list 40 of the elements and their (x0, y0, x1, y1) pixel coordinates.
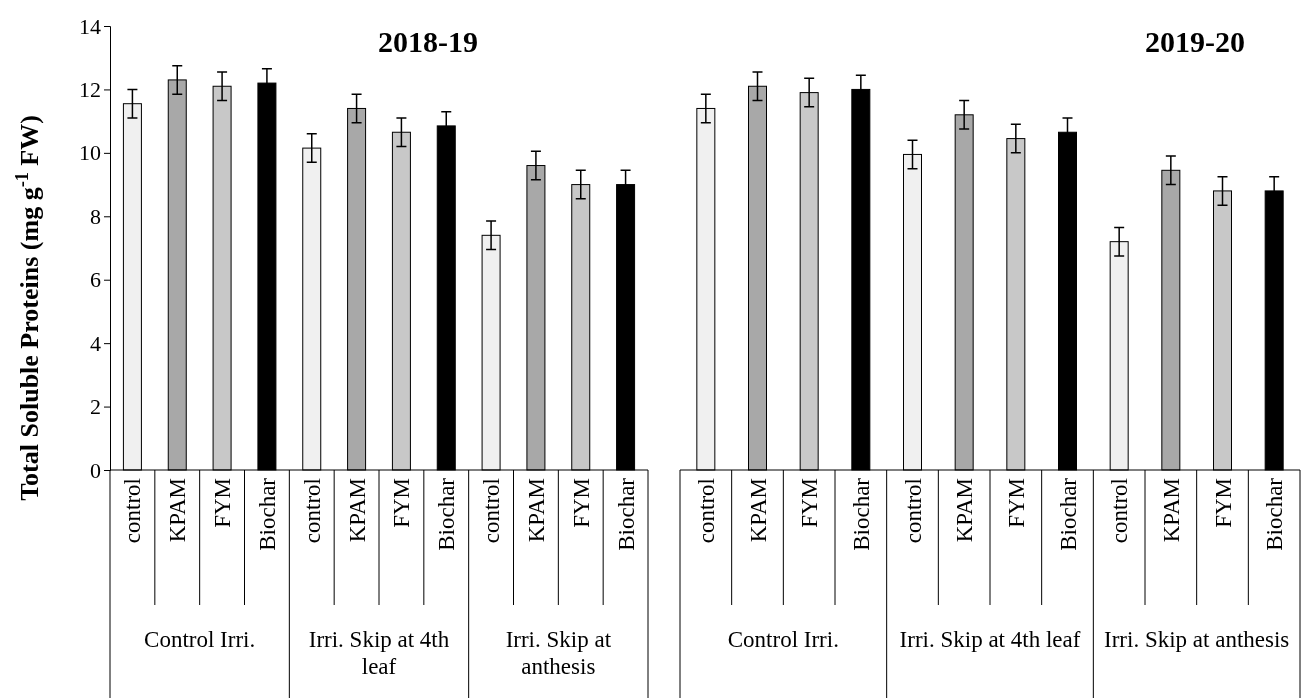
text: Irri. Skip at anthesis (505, 627, 612, 679)
y-tick-label: 6 (90, 267, 101, 293)
x-tick-label: KPAM (1158, 478, 1184, 543)
x-tick-label: Biochar (848, 477, 874, 551)
x-tick-label: KPAM (523, 478, 549, 543)
x-tick-label: FYM (1210, 478, 1236, 528)
x-tick-label: control (299, 478, 325, 544)
x-tick-label: FYM (389, 478, 415, 528)
y-tick-label: 14 (79, 13, 101, 39)
x-tick-label: KPAM (745, 478, 771, 543)
y-tick-label: 0 (90, 457, 101, 483)
x-tick-label: control (120, 478, 146, 544)
x-tick-label: control (693, 478, 719, 544)
y-tick-label: 8 (90, 203, 101, 229)
text: Irri. Skip at 4th leaf (899, 627, 1081, 652)
x-tick-label: control (900, 478, 926, 544)
y-tick-label: 10 (79, 140, 101, 166)
x-tick-label: Biochar (1262, 477, 1288, 551)
y-tick-label: 4 (90, 330, 101, 356)
x-tick-label: FYM (797, 478, 823, 528)
x-tick-label: FYM (210, 478, 236, 528)
x-tick-label: FYM (1003, 478, 1029, 528)
text: Control Irri. (727, 627, 839, 652)
text: Irri. Skip at anthesis (1104, 627, 1290, 652)
x-tick-label: KPAM (165, 478, 191, 543)
x-tick-label: control (1107, 478, 1133, 544)
text: Irri. Skip at 4th leaf (308, 627, 450, 679)
text: Control Irri. (144, 627, 256, 652)
y-tick-label: 2 (90, 394, 101, 420)
x-tick-label: FYM (568, 478, 594, 528)
x-tick-label: Biochar (613, 477, 639, 551)
chart-title: 2018-19 (378, 25, 478, 58)
x-tick-label: Biochar (434, 477, 460, 551)
x-tick-label: control (479, 478, 505, 544)
x-tick-label: KPAM (952, 478, 978, 543)
x-tick-label: Biochar (1055, 477, 1081, 551)
x-tick-label: Biochar (254, 477, 280, 551)
chart-title: 2019-20 (1145, 25, 1245, 58)
y-tick-label: 12 (79, 76, 101, 102)
x-tick-label: KPAM (344, 478, 370, 543)
